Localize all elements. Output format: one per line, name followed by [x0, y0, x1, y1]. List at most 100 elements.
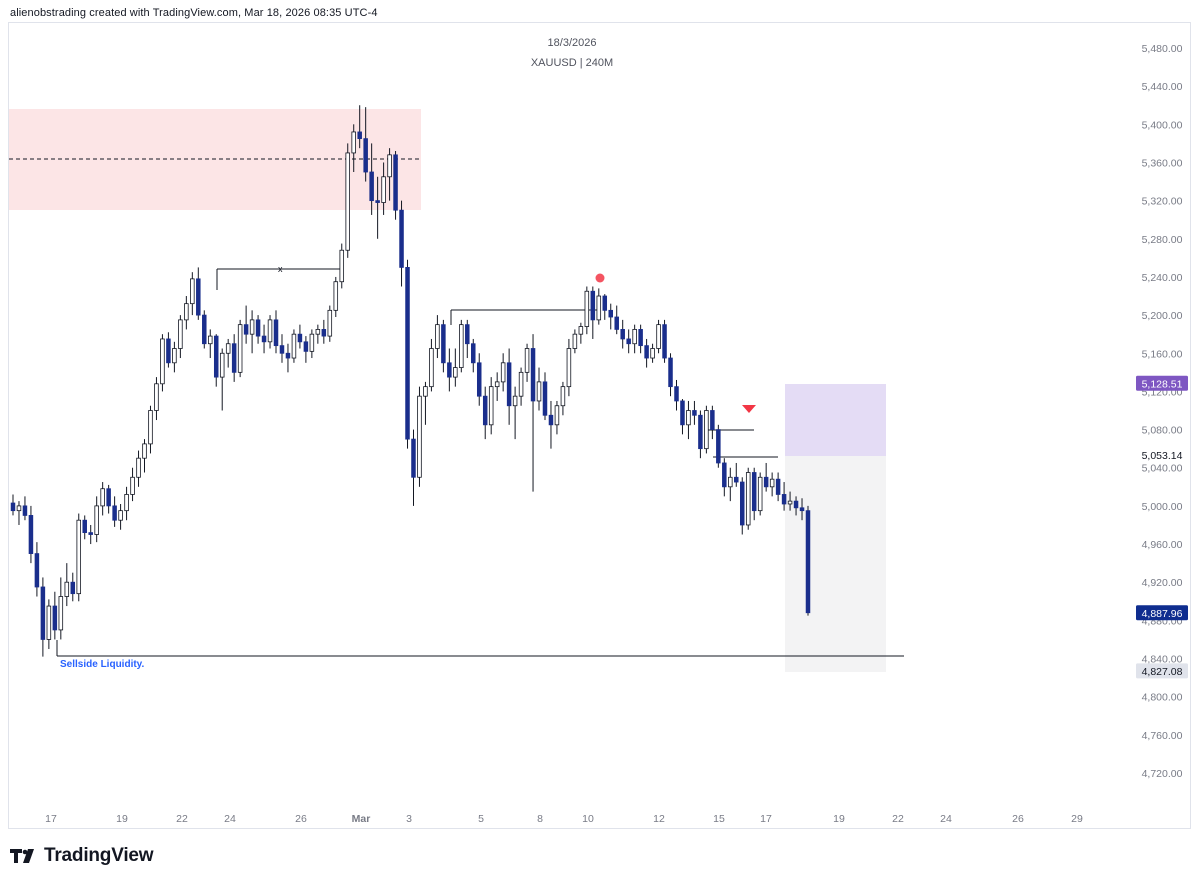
candle-body-bullish [184, 303, 189, 321]
candle-body-bullish [58, 596, 64, 631]
candle-body-bearish [34, 553, 40, 588]
candle [184, 296, 189, 330]
candle [692, 400, 697, 425]
candle [112, 496, 117, 527]
price-axis-tick: 5,040.00 [1142, 463, 1183, 475]
candle-body-bearish [303, 341, 309, 352]
candle [417, 386, 422, 487]
candle [554, 400, 560, 435]
tradingview-logo: TradingView [10, 845, 154, 867]
sellside-liquidity-label: Sellside Liquidity. [60, 659, 144, 670]
price-label: 4,887.96 [1136, 605, 1188, 621]
candle-body-bullish [249, 319, 255, 335]
candle-body-bearish [297, 333, 303, 343]
candle [82, 515, 87, 540]
candle-body-bearish [202, 314, 207, 345]
candle [243, 305, 249, 344]
candle-body-bullish [459, 324, 464, 368]
candle-body-bullish [387, 154, 392, 178]
candle [100, 482, 105, 516]
price-axis-tick: 4,960.00 [1142, 539, 1183, 551]
candle [148, 405, 153, 454]
candle [118, 503, 123, 530]
candle-body-bullish [178, 319, 183, 349]
candle-body-bearish [399, 209, 404, 268]
candle-body-bearish [243, 324, 249, 335]
candle-body-bullish [136, 457, 141, 478]
signal-dot-marker [595, 273, 605, 283]
candle [572, 329, 578, 354]
candle-body-bullish [315, 329, 321, 335]
price-axis-tick: 5,400.00 [1142, 119, 1183, 131]
candle-body-bearish [608, 309, 613, 318]
candle [459, 319, 464, 373]
candle [769, 472, 775, 497]
candle [662, 319, 667, 363]
candle-body-bearish [375, 200, 380, 203]
candle [22, 496, 28, 521]
candle [154, 377, 159, 421]
candle-body-bearish [751, 472, 757, 512]
price-axis-tick: 5,320.00 [1142, 196, 1183, 208]
candle-body-bullish [572, 333, 578, 349]
candle-body-bullish [536, 381, 542, 402]
candle-body-bearish [614, 316, 619, 330]
candle [327, 305, 333, 342]
candle-body-bullish [291, 333, 297, 359]
candle-body-bullish [704, 410, 709, 450]
candle [70, 572, 76, 602]
candle-body-bullish [142, 443, 147, 459]
price-label: 5,128.51 [1136, 375, 1188, 391]
candle-body-bullish [351, 131, 356, 154]
candle [339, 243, 345, 289]
candle-body-bearish [644, 345, 649, 359]
price-label: 4,827.08 [1136, 663, 1188, 679]
price-label-text: 5,128.51 [1142, 378, 1183, 390]
candle [94, 496, 99, 543]
candle [279, 334, 285, 363]
candle [58, 577, 64, 640]
candle-body-bearish [88, 532, 93, 535]
candle [799, 498, 805, 521]
candle-body-bearish [10, 502, 16, 512]
candle-body-bearish [369, 171, 374, 202]
candle [453, 348, 458, 387]
candle [500, 353, 506, 392]
time-axis-tick: 24 [940, 813, 952, 825]
candle [375, 176, 380, 239]
price-axis[interactable]: 5,480.00 5,440.00 5,400.00 5,360.00 5,320.00… [1142, 43, 1183, 780]
candle [722, 458, 727, 497]
candle-body-bearish [638, 329, 643, 347]
candle-body-bullish [578, 326, 584, 335]
time-axis-tick: 10 [582, 813, 594, 825]
candle-body-bullish [219, 352, 225, 378]
candle-body-bullish [512, 395, 518, 407]
candle-body-bearish [805, 510, 811, 614]
candle [190, 272, 195, 316]
candle-body-bearish [716, 429, 721, 464]
candle [387, 148, 392, 201]
candle-body-bearish [799, 507, 805, 512]
candle [64, 563, 70, 607]
candle-body-bullish [237, 324, 243, 373]
sell-arrow-marker [742, 405, 756, 413]
candle [512, 386, 518, 440]
candle [297, 324, 303, 349]
price-label-bg [1136, 663, 1188, 679]
time-axis[interactable]: 17 19 22 24 26 Mar 3 5 8 10 12 15 17 19 22 24 26 29 [45, 813, 1083, 825]
price-label-text: 4,827.08 [1142, 666, 1183, 678]
candle-body-bullish [632, 329, 637, 345]
candle-body-bullish [327, 309, 333, 337]
candle [620, 319, 625, 349]
candle [626, 329, 631, 354]
candle-body-bearish [620, 329, 625, 340]
candle [231, 334, 237, 382]
candle-body-bullish [500, 362, 506, 383]
candle-body-bullish [76, 519, 82, 595]
price-label-text: 5,053.14 [1142, 450, 1183, 462]
candle-body-bearish [106, 488, 111, 507]
time-axis-tick: 3 [406, 813, 412, 825]
candle [345, 143, 350, 258]
candle-body-bearish [363, 138, 368, 173]
